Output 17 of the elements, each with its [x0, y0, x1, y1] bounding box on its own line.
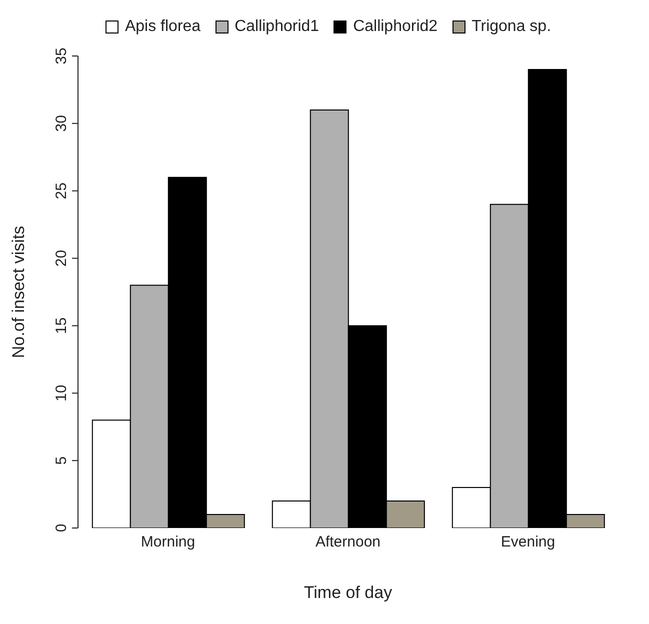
legend-label: Trigona sp. — [470, 18, 552, 36]
legend-label: Apis florea — [124, 18, 201, 36]
y-tick-label: 35 — [53, 48, 70, 64]
y-tick-label: 0 — [53, 524, 70, 532]
y-tick-label: 15 — [53, 317, 70, 334]
x-tick-label: Evening — [500, 534, 556, 551]
x-tick-label: Afternoon — [315, 534, 381, 551]
y-tick-label: 5 — [53, 456, 70, 465]
y-tick-label: 30 — [53, 115, 70, 132]
legend-label: Calliphorid1 — [234, 18, 320, 36]
legend-label: Calliphorid2 — [352, 18, 438, 36]
x-tick-label: Morning — [140, 534, 196, 551]
y-tick-label: 20 — [53, 250, 70, 267]
y-axis-title: No.of insect visits — [9, 226, 28, 358]
y-tick-label: 25 — [53, 182, 70, 200]
y-tick-label: 10 — [53, 384, 70, 402]
x-axis-title: Time of day — [304, 583, 393, 602]
